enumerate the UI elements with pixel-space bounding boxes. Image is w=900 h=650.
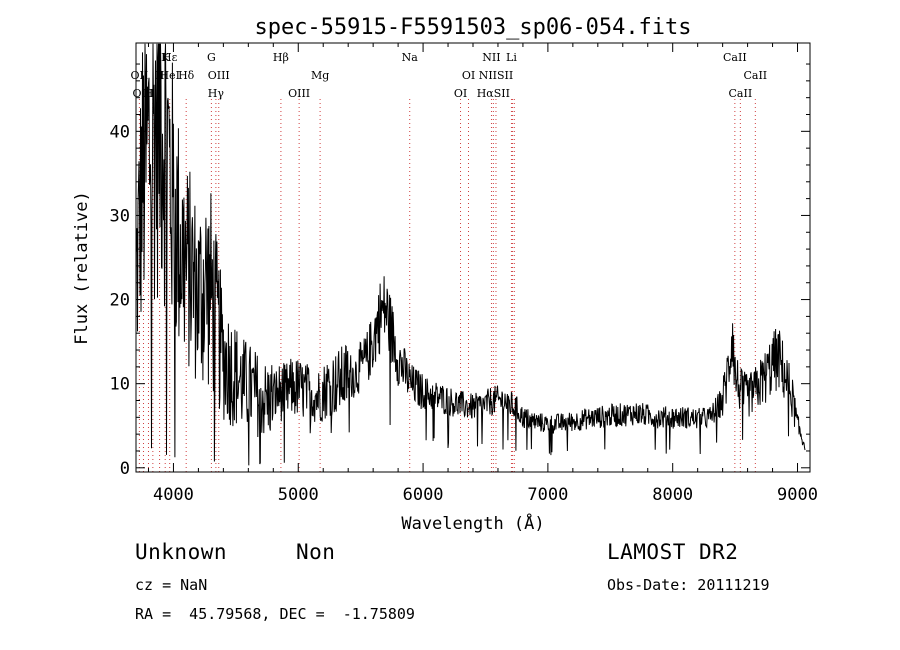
x-axis-label: Wavelength (Å) xyxy=(401,512,544,534)
x-axis: 4000 5000 6000 7000 8000 9000 xyxy=(147,43,818,505)
y-tick-label: 10 xyxy=(110,375,130,395)
survey-name: LAMOST DR2 xyxy=(607,540,739,564)
line-label: Hβ xyxy=(273,51,289,64)
x-tick-label: 5000 xyxy=(278,485,319,505)
x-tick-label: 4000 xyxy=(153,485,194,505)
line-label: OIII xyxy=(288,87,310,100)
object-class: Unknown xyxy=(135,540,228,564)
x-tick-label: 6000 xyxy=(403,485,444,505)
line-label: NII xyxy=(482,51,500,64)
line-label: Hδ xyxy=(178,69,195,82)
series-line-flux xyxy=(135,43,806,466)
y-tick-label: 0 xyxy=(120,459,130,479)
line-label: Hγ xyxy=(208,87,225,100)
line-label: CaII xyxy=(743,69,767,82)
line-label: CaII xyxy=(729,87,753,100)
y-tick-label: 30 xyxy=(110,206,130,226)
y-axis-label: Flux (relative) xyxy=(72,191,92,345)
line-label: Na xyxy=(402,51,419,64)
redshift-value: cz = NaN xyxy=(135,576,208,594)
x-tick-label: 8000 xyxy=(652,485,693,505)
chart-title: spec-55915-F5591503_sp06-054.fits xyxy=(254,15,691,40)
line-label: OI xyxy=(462,69,475,82)
line-label: OIII xyxy=(208,69,230,82)
x-tick-label: 7000 xyxy=(527,485,568,505)
line-label: OI xyxy=(454,87,467,100)
line-label: CaII xyxy=(723,51,747,64)
line-label: Mg xyxy=(311,69,329,82)
y-tick-label: 40 xyxy=(110,122,130,142)
y-axis: 0 10 20 30 40 xyxy=(110,63,810,479)
line-label: G xyxy=(207,51,216,64)
observation-date: Obs-Date: 20111219 xyxy=(607,576,770,594)
y-tick-label: 20 xyxy=(110,291,130,311)
coordinates: RA = 45.79568, DEC = -1.75809 xyxy=(135,605,415,623)
line-label: HeI xyxy=(159,69,179,82)
object-subclass: Non xyxy=(296,540,336,564)
x-tick-label: 9000 xyxy=(777,485,818,505)
line-label: NIISII xyxy=(479,69,514,82)
line-label: Li xyxy=(506,51,517,64)
line-label: HαSII xyxy=(477,87,510,100)
